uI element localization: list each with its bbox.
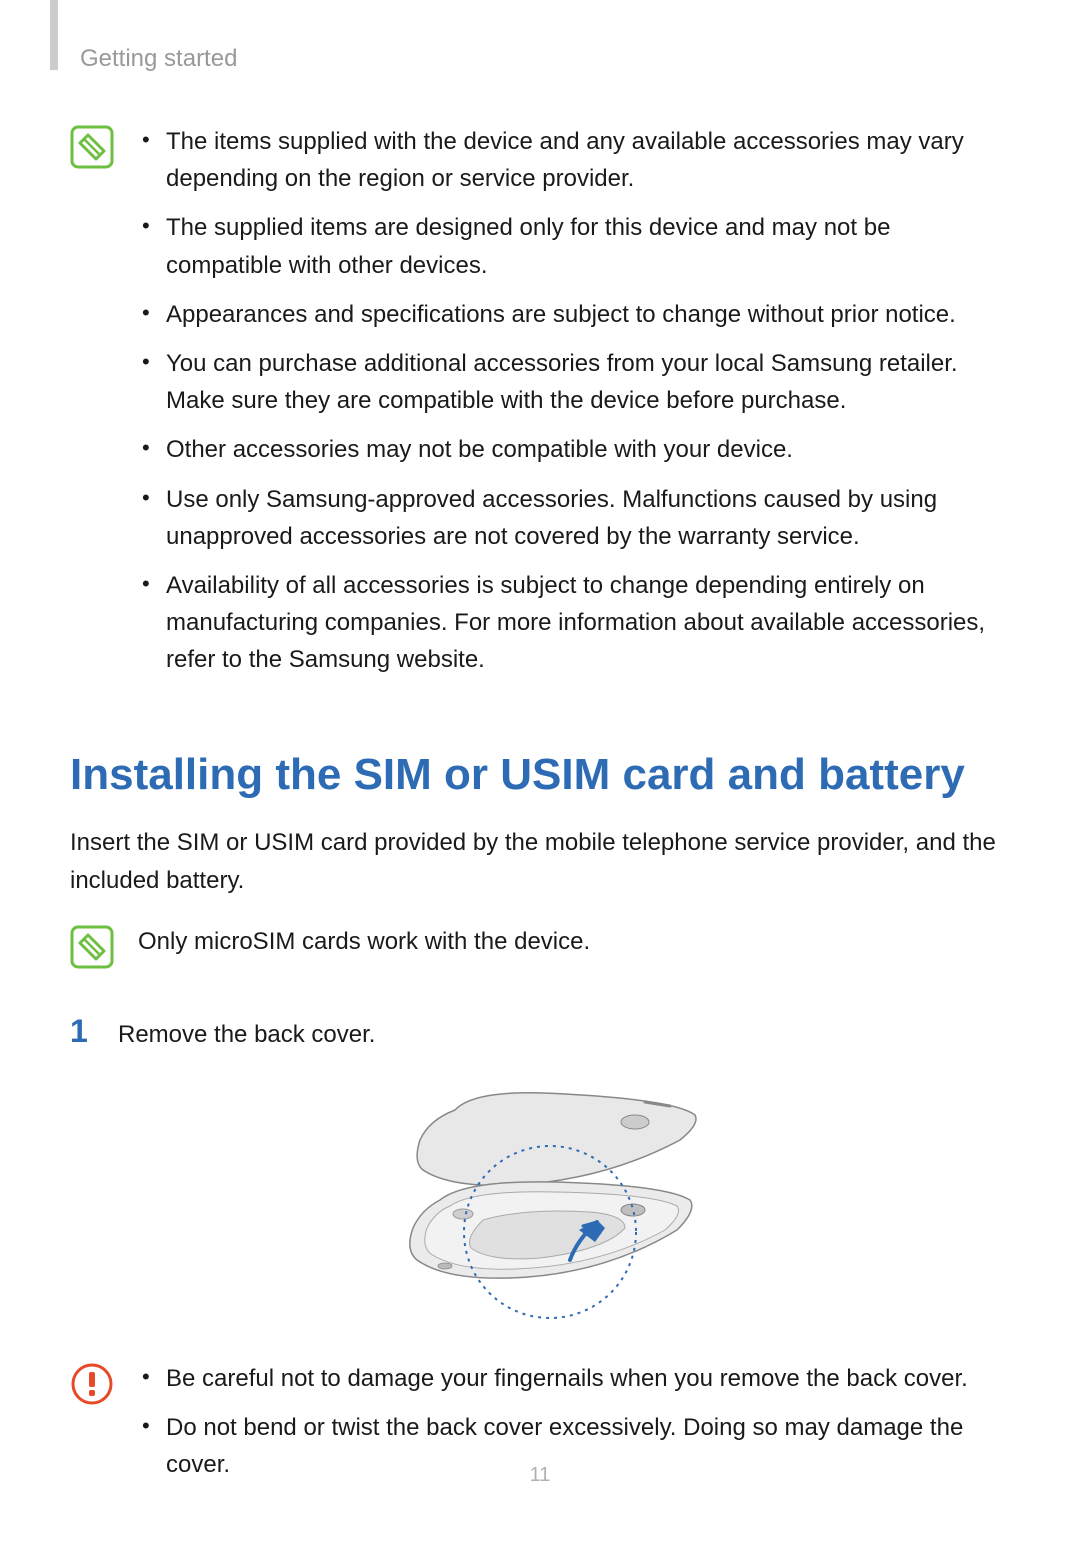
info-note-icon [70,125,114,169]
info-bullet-item: The supplied items are designed only for… [138,209,1010,283]
info-note-icon [70,925,114,969]
header-rule-decoration [50,0,58,70]
info-bullet-item: Use only Samsung-approved accessories. M… [138,481,1010,555]
page-number: 11 [0,1464,1080,1487]
info-bullet-item: Availability of all accessories is subje… [138,567,1010,679]
step-row: 1 Remove the back cover. [70,1013,1010,1050]
page-content: Getting started The items supplied with … [0,0,1080,1563]
step-number: 1 [70,1013,94,1050]
info-bullet-item: The items supplied with the device and a… [138,123,1010,197]
info-note-block: The items supplied with the device and a… [70,123,1010,690]
breadcrumb: Getting started [80,45,1010,73]
caution-icon [70,1362,114,1406]
step-text: Remove the back cover. [118,1021,375,1049]
info-bullet-item: Appearances and specifications are subje… [138,296,1010,333]
info-bullet-item: You can purchase additional accessories … [138,345,1010,419]
section-heading: Installing the SIM or USIM card and batt… [70,750,1010,800]
info-bullet-list: The items supplied with the device and a… [138,123,1010,678]
info-bullet-item: Other accessories may not be compatible … [138,431,1010,468]
figure-back-cover [50,1080,1010,1320]
info-note-content: The items supplied with the device and a… [138,123,1010,690]
info-note-block-2: Only microSIM cards work with the device… [70,923,1010,969]
caution-bullet-item: Be careful not to damage your fingernail… [138,1360,1010,1397]
intro-text: Insert the SIM or USIM card provided by … [70,824,1010,898]
info-note-content-2: Only microSIM cards work with the device… [138,923,1010,960]
info-note-text: Only microSIM cards work with the device… [138,928,590,955]
